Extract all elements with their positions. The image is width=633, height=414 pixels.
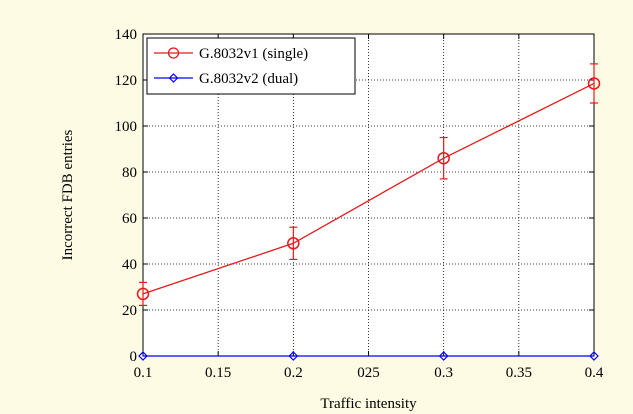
x-tick-label: 0.3 xyxy=(434,365,453,381)
y-tick-label: 120 xyxy=(115,73,138,89)
y-tick-label: 40 xyxy=(122,257,137,273)
x-tick-label: 0.4 xyxy=(585,365,604,381)
data-point xyxy=(587,77,601,90)
data-point xyxy=(138,351,148,361)
data-point xyxy=(589,351,599,361)
x-tick-label: 025 xyxy=(357,365,380,381)
legend-entry-dual: G.8032v2 (dual) xyxy=(154,71,298,87)
x-axis-label: Traffic intensity xyxy=(320,396,417,412)
y-tick-label: 0 xyxy=(130,349,138,365)
data-point xyxy=(287,237,300,250)
grid xyxy=(143,34,594,356)
legend-box xyxy=(146,37,356,95)
legend-marker-single xyxy=(167,47,180,59)
legend: G.8032v1 (single) G.8032v2 (dual) xyxy=(146,37,356,95)
y-tick-label: 60 xyxy=(122,211,137,227)
legend-label-single: G.8032v1 (single) xyxy=(199,46,308,62)
y-tick-label: 80 xyxy=(122,165,137,181)
legend-entry-single: G.8032v1 (single) xyxy=(154,46,308,62)
y-tick-label: 100 xyxy=(115,119,138,135)
x-tick-label: 0.1 xyxy=(134,365,153,381)
x-tick-label: 0.35 xyxy=(506,365,532,381)
axis-ticks: 0.1 0.15 0.2 025 0.3 0.35 0.4 0 20 40 60 80 100 120 14… xyxy=(115,27,604,381)
legend-label-dual: G.8032v2 (dual) xyxy=(199,71,298,87)
x-tick-label: 0.15 xyxy=(205,365,231,381)
y-tick-label: 140 xyxy=(115,27,138,43)
series-line xyxy=(142,82,595,295)
data-point xyxy=(437,151,450,165)
data-point xyxy=(438,351,449,361)
y-tick-label: 20 xyxy=(122,303,137,319)
data-point xyxy=(136,287,150,301)
legend-marker-dual xyxy=(168,73,179,83)
data-point xyxy=(288,351,299,361)
series-layer xyxy=(136,63,601,361)
y-axis-label: Incorrect FDB entries xyxy=(60,129,76,260)
x-tick-label: 0.2 xyxy=(284,365,303,381)
